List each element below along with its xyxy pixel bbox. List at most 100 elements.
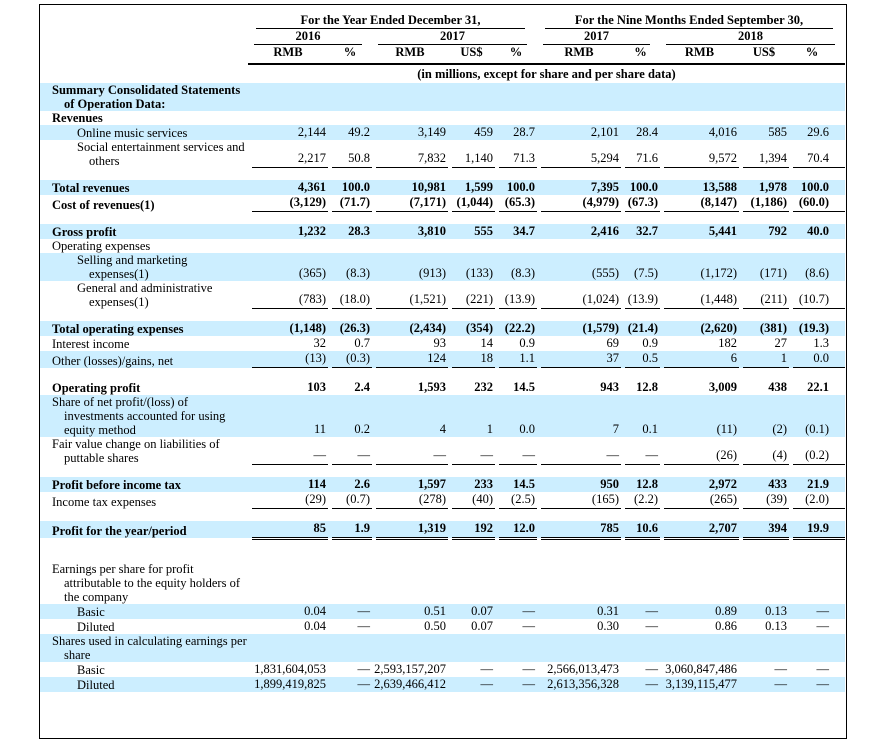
- cell-text: 0.2: [354, 422, 370, 436]
- cell-text: 100.0: [629, 180, 658, 194]
- cell-value: 2.4: [328, 380, 372, 395]
- cell-value: [448, 239, 495, 253]
- cell-value: 4,016: [660, 125, 739, 140]
- cell-value: 192: [448, 521, 495, 540]
- cell-value: [621, 634, 660, 662]
- cell-text: 0.07: [471, 604, 493, 618]
- cell-text: —: [522, 662, 536, 676]
- cell-value: [248, 239, 328, 253]
- spacer-row: [40, 538, 846, 562]
- cell-text: 71.3: [499, 151, 537, 168]
- cell-text: (10.7): [793, 292, 846, 309]
- cell-text: (1,521): [376, 292, 448, 309]
- cell-value: (7.5): [621, 253, 660, 281]
- cell-text: (2.5): [499, 492, 537, 509]
- column-header: RMB: [564, 45, 594, 59]
- document-frame: For the Year Ended December 31, For the N…: [39, 4, 847, 739]
- spacer-cell: [40, 168, 846, 180]
- cell-value: 103: [248, 380, 328, 395]
- row-label: Social entertainment services and others: [40, 140, 248, 168]
- cell-text: 1,978: [758, 180, 787, 194]
- cell-text: 785: [541, 521, 621, 540]
- cell-text: (3,129): [252, 195, 328, 212]
- row-label-text: Diluted: [77, 678, 115, 692]
- cell-text: 93: [433, 336, 447, 350]
- cell-value: 1.9: [328, 521, 372, 540]
- cell-value: 2,972: [660, 477, 739, 492]
- cell-value: —: [621, 437, 660, 465]
- cell-value: (1,448): [660, 281, 739, 309]
- cell-value: (26.3): [328, 321, 372, 336]
- cell-value: —: [621, 662, 660, 677]
- cell-text: (67.3): [625, 195, 660, 212]
- cell-text: (19.3): [798, 321, 830, 335]
- cell-value: (0.3): [328, 351, 372, 368]
- cell-text: 2,972: [708, 477, 737, 491]
- cell-value: [448, 83, 495, 111]
- cell-value: (1,044): [448, 195, 495, 212]
- cell-text: (8.3): [346, 266, 370, 280]
- cell-text: 585: [768, 125, 787, 139]
- cell-value: —: [448, 437, 495, 465]
- table-row: Selling and marketing expenses(1) (365) (8…: [40, 253, 846, 281]
- cell-value: (19.3): [789, 321, 846, 336]
- table-row: Share of net profit/(loss) of investment…: [40, 395, 846, 437]
- table-row: Profit before income tax 114 2.6 1,597 233 14…: [40, 477, 846, 492]
- cell-text: 0.50: [424, 619, 446, 633]
- year-header: 2018: [660, 29, 845, 45]
- cell-value: 100.0: [789, 180, 846, 195]
- cell-value: (1,148): [248, 321, 328, 336]
- cell-value: (8.6): [789, 253, 846, 281]
- cell-value: 14: [448, 336, 495, 351]
- table-row: Operating expenses: [40, 239, 845, 253]
- cell-text: 0.5: [625, 351, 660, 368]
- cell-value: 71.6: [621, 140, 660, 168]
- cell-text: —: [774, 662, 788, 676]
- cell-value: [660, 239, 739, 253]
- row-label: Shares used in calculating earnings per …: [40, 634, 248, 662]
- cell-text: (265): [664, 492, 739, 509]
- cell-value: (0.7): [328, 492, 372, 509]
- row-label: Basic: [40, 604, 248, 619]
- cell-value: 0.07: [448, 604, 495, 619]
- spacer-row: [40, 309, 846, 321]
- cell-value: (0.2): [789, 437, 846, 465]
- cell-text: 0.13: [765, 604, 787, 618]
- row-label: Online music services: [40, 125, 248, 140]
- table-row: Gross profit 1,232 28.3 3,810 555 34.7 2,416 32…: [40, 224, 846, 239]
- cell-text: 27: [774, 336, 788, 350]
- row-label-text: Basic: [77, 605, 105, 619]
- table-row: Shares used in calculating earnings per …: [40, 634, 846, 662]
- cell-value: (381): [739, 321, 789, 336]
- cell-text: (0.2): [793, 448, 846, 465]
- cell-text: —: [816, 662, 830, 676]
- cell-text: 0.31: [597, 604, 619, 618]
- cell-text: —: [332, 448, 372, 465]
- cell-value: (1,024): [537, 281, 621, 309]
- cell-value: —: [789, 677, 846, 692]
- cell-text: —: [774, 677, 788, 691]
- table-row: Income tax expenses (29) (0.7) (278) (40) (2.…: [40, 492, 846, 509]
- cell-text: 3,149: [417, 125, 446, 139]
- table-row: Fair value change on liabilities of putt…: [40, 437, 846, 465]
- row-label: Profit for the year/period: [40, 521, 248, 538]
- cell-text: (278): [376, 492, 448, 509]
- cell-text: 100.0: [800, 180, 830, 194]
- cell-text: —: [522, 619, 536, 633]
- cell-value: (40): [448, 492, 495, 509]
- cell-value: [660, 111, 739, 125]
- cell-value: —: [739, 662, 789, 677]
- row-label: Income tax expenses: [40, 492, 248, 509]
- row-label-text: Diluted: [77, 620, 115, 634]
- row-label-text: Operating profit: [52, 381, 141, 395]
- row-label-text: Profit for the year/period: [52, 524, 187, 538]
- period-group-title: For the Nine Months Ended September 30,: [545, 13, 834, 29]
- cell-text: (783): [252, 292, 328, 309]
- cell-text: 5,441: [708, 224, 737, 238]
- table-row: Interest income 32 0.7 93 14 0.9 69 0.9 182 27 1.3: [40, 336, 845, 351]
- spacer-row: [40, 212, 846, 224]
- year-label: 2017: [543, 29, 650, 45]
- cell-value: 28.4: [621, 125, 660, 140]
- spacer-row: [40, 168, 846, 180]
- cell-value: —: [448, 662, 495, 677]
